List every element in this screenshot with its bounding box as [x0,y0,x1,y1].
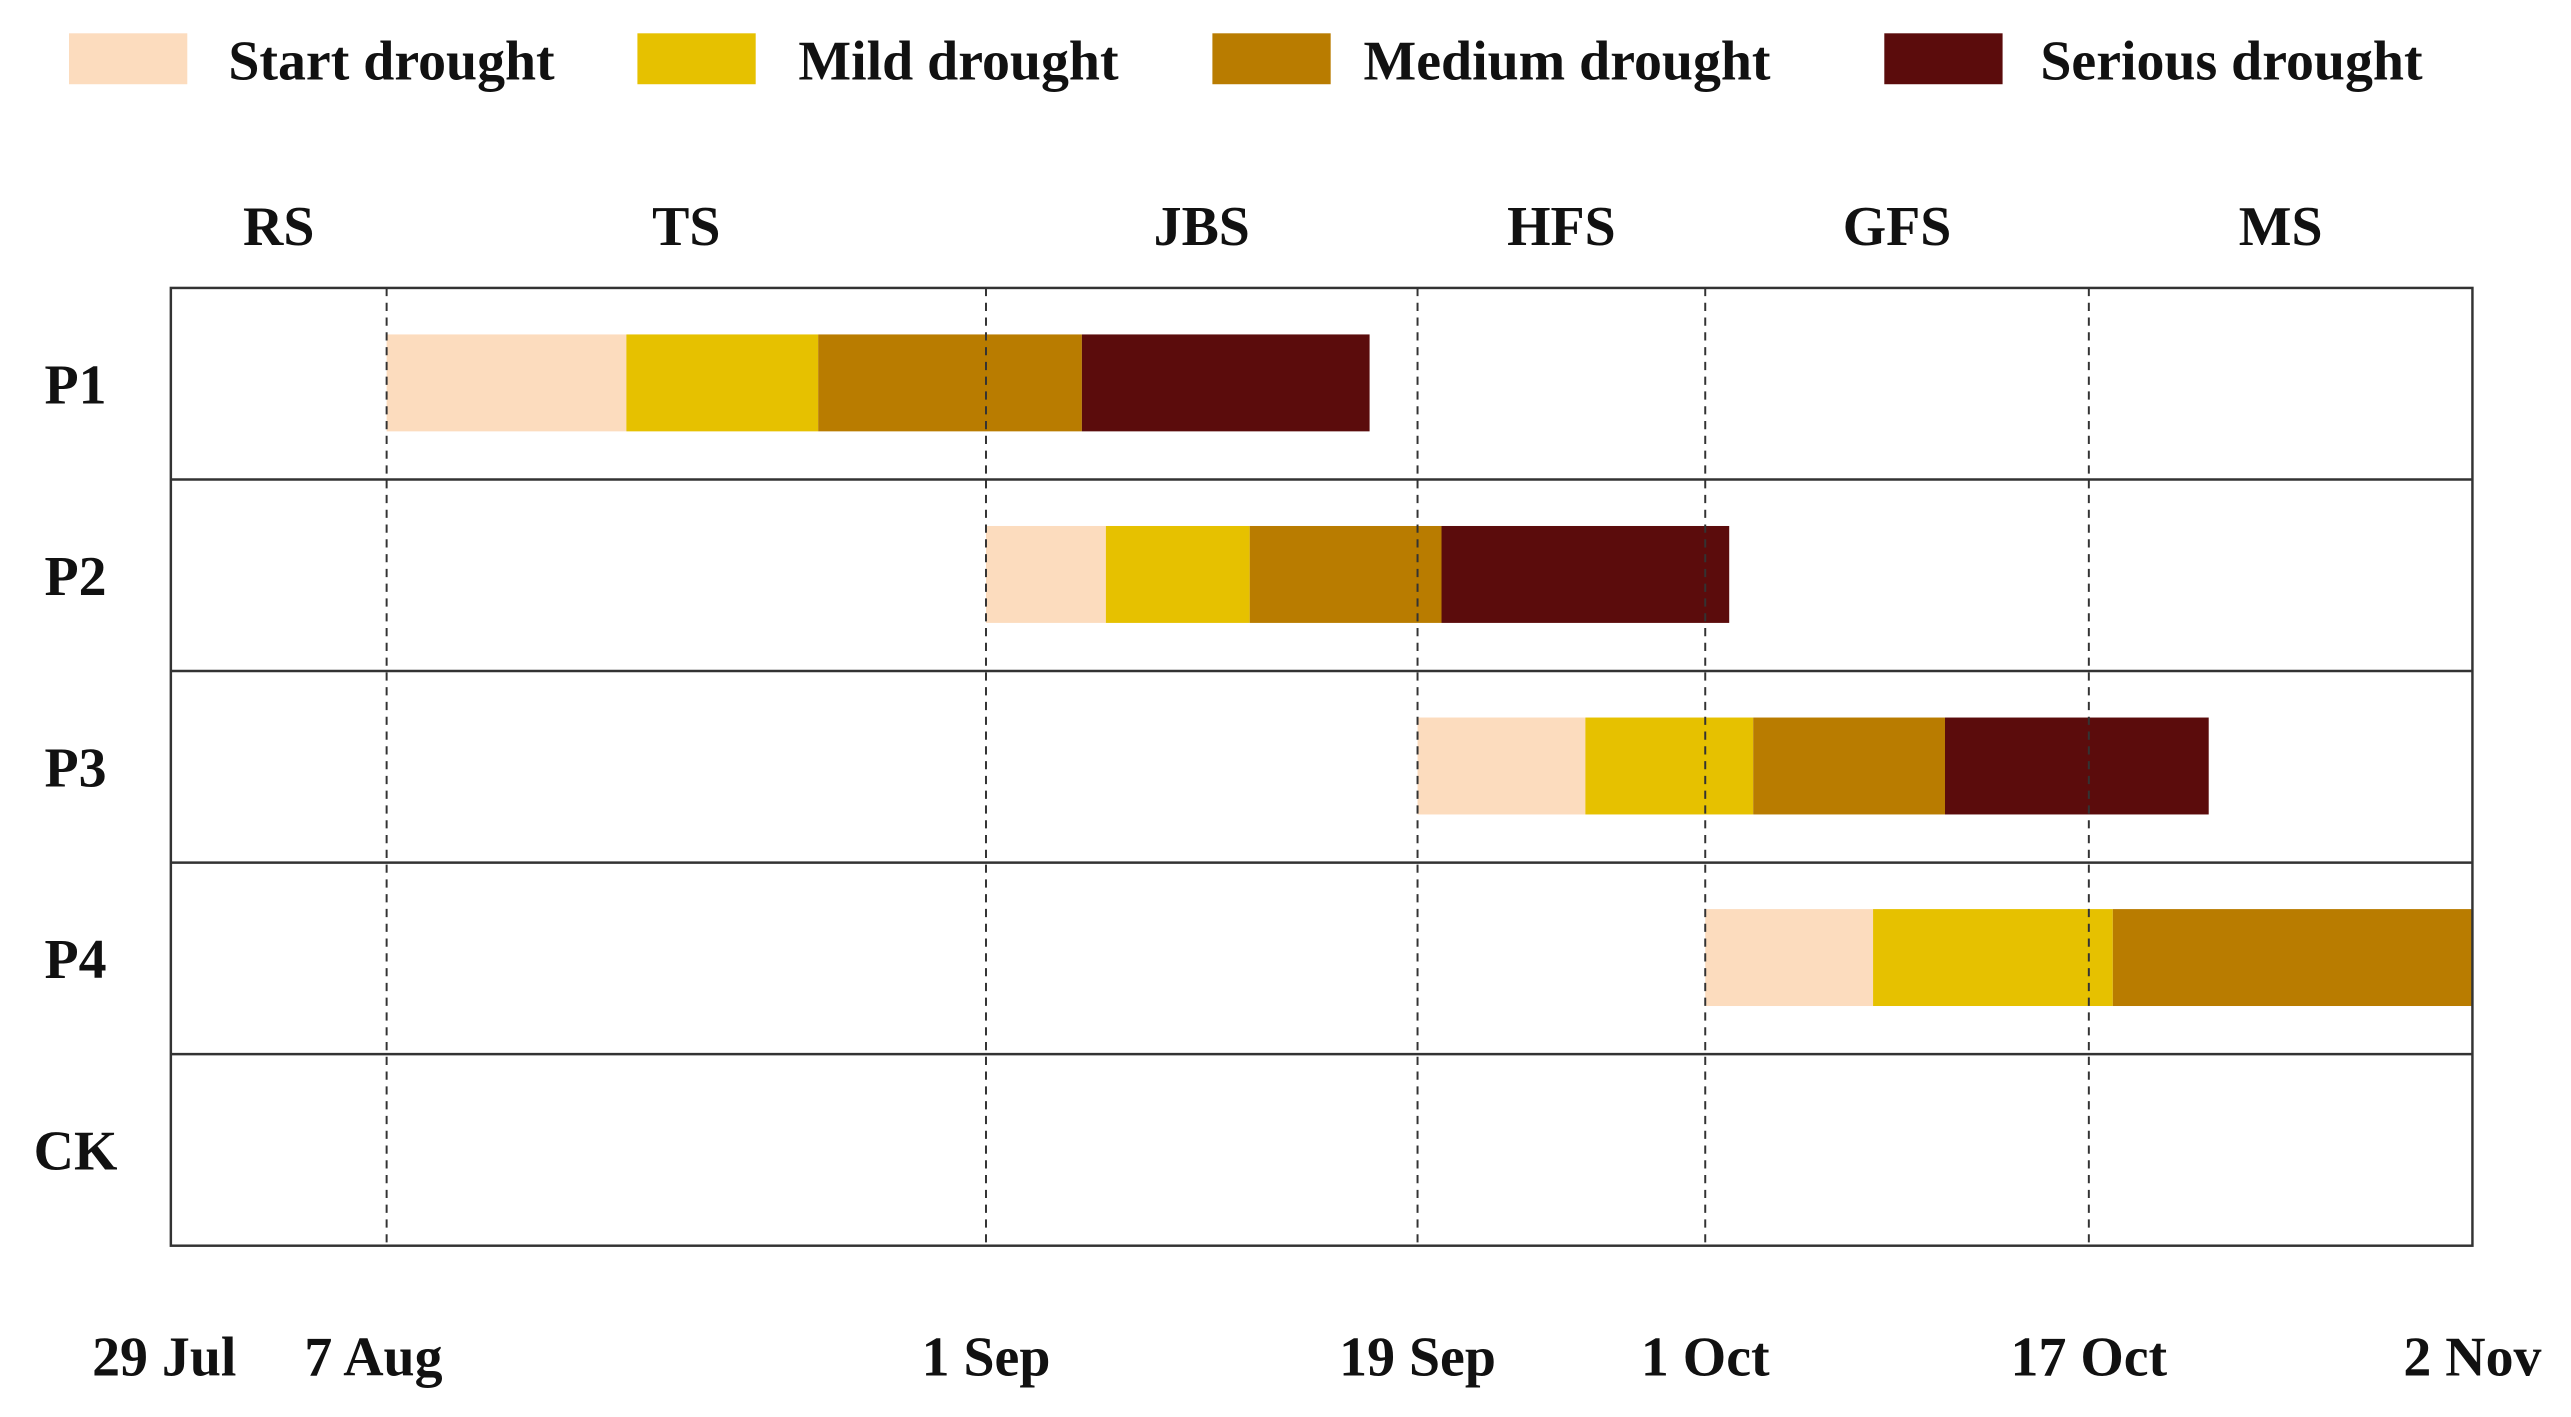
bar-p3-serious-drought [1944,717,2209,815]
date-tick-label: 29 Jul [92,1326,236,1388]
date-tick-label: 19 Sep [1339,1326,1496,1388]
stage-label: RS [243,196,314,258]
date-tick-label: 1 Oct [1641,1326,1770,1388]
legend-swatch-2 [637,33,756,85]
legend-label-4: Serious drought [2040,30,2423,92]
bar-p1-medium-drought [818,334,1082,432]
legend-swatch-3 [1212,33,1331,85]
stage-label: HFS [1507,196,1616,258]
bar-p2-serious-drought [1441,525,1730,623]
row-label: P4 [45,929,107,991]
row-label: P1 [45,354,107,416]
grid [169,286,2474,1247]
bars [386,334,2473,1007]
row-label: P2 [45,546,107,608]
legend-label-2: Mild drought [798,30,1119,92]
date-tick-label: 17 Oct [2011,1326,2168,1388]
row-label: CK [34,1121,118,1183]
bar-p1-serious-drought [1081,334,1370,432]
legend-swatch-1 [68,33,188,85]
row-label: P3 [45,738,107,800]
stage-label: TS [652,196,720,258]
stage-labels: RS TS JBS HFS GFS MS [243,196,2322,258]
plot-frame [169,286,2474,1247]
bar-p3-mild-drought [1585,717,1754,815]
legend-swatch-4 [1884,33,2003,85]
bar-p3-start-drought [1417,717,1586,815]
bar-p4-mild-drought [1873,909,2113,1007]
date-tick-labels: 29 Jul 7 Aug 1 Sep 19 Sep 1 Oct 17 Oct 2 Nov [92,1326,2541,1388]
row-labels: P1 P2 P3 P4 CK [34,354,118,1182]
bar-p3-medium-drought [1753,717,1945,815]
bar-p4-start-drought [1705,909,1874,1007]
date-tick-label: 7 Aug [304,1326,442,1388]
date-tick-label: 1 Sep [922,1326,1051,1388]
date-tick-label: 2 Nov [2403,1326,2541,1388]
bar-p1-start-drought [386,334,627,432]
legend-label-1: Start drought [228,30,555,92]
bar-p2-start-drought [985,525,1106,623]
bar-p2-mild-drought [1105,525,1250,623]
stage-label: MS [2239,196,2323,258]
stage-label: JBS [1154,196,1250,258]
bar-p4-medium-drought [2112,909,2473,1007]
bar-p1-mild-drought [626,334,819,432]
legend: Start drought Mild drought Medium drought S… [68,30,2423,92]
stage-label: GFS [1843,196,1952,258]
bar-p2-medium-drought [1249,525,1442,623]
legend-label-3: Medium drought [1364,30,1771,92]
